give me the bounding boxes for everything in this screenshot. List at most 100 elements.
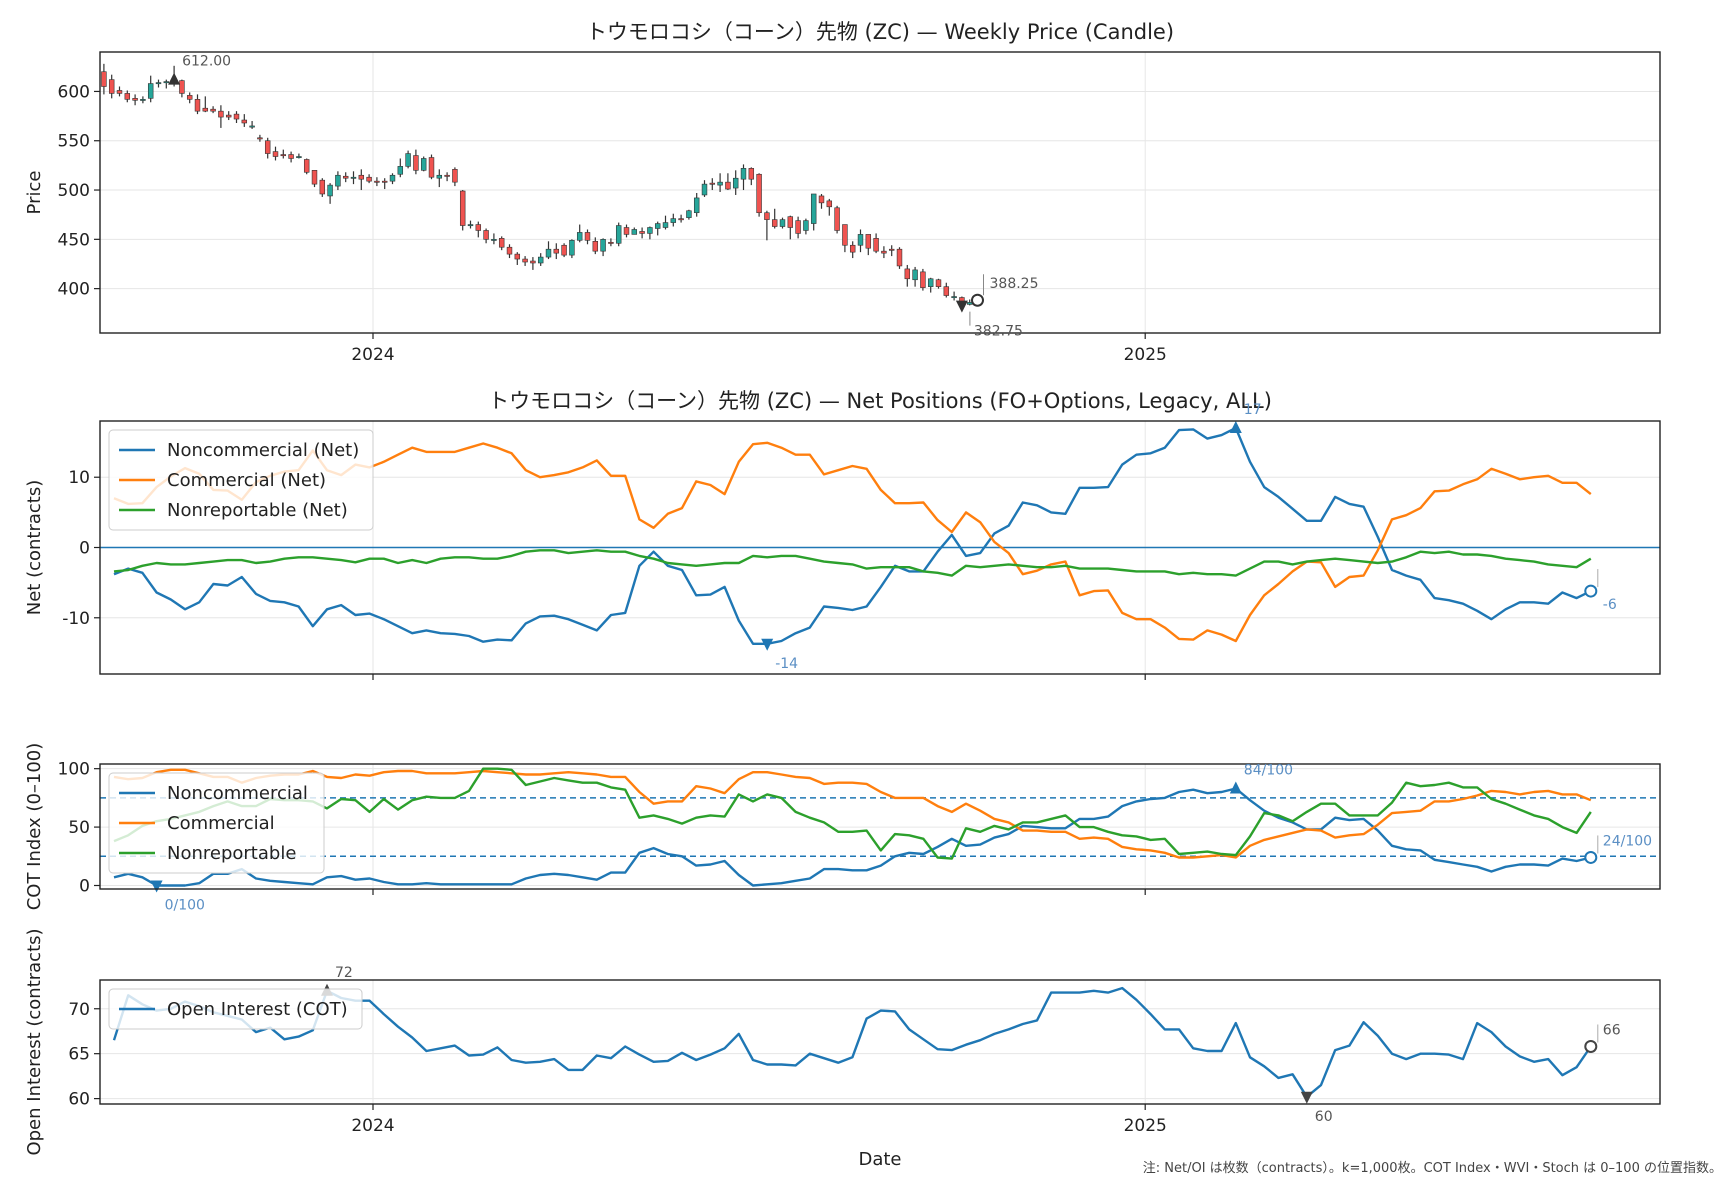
candle-body [865,234,872,249]
candle-body [350,176,357,179]
legend-box [108,772,325,874]
candle-body [670,218,677,223]
candle-body [108,79,115,94]
candle-body [631,229,638,235]
candle-body [576,232,583,241]
candle-body [506,246,513,255]
candle-body [366,176,372,182]
legend-label: Commercial [167,813,275,834]
max-marker [168,72,181,85]
candle-body [787,216,794,228]
candle-body [943,286,950,296]
x-tick-label: 2025 [1124,1116,1167,1136]
candle-body [623,227,630,235]
candle-body [834,207,840,231]
candle-body [428,157,435,178]
y-tick-label: -10 [62,609,90,629]
annotation-label: 72 [335,965,353,981]
candle-body [795,220,801,234]
candle-body [857,234,864,246]
candle-body [444,174,450,177]
y-tick-label: 400 [58,280,90,300]
y-axis-label: Net (contracts) [24,480,45,616]
candle-body [803,220,809,231]
annotation-label: 60 [1315,1109,1333,1125]
series-line-2 [113,767,1592,860]
candle-body [873,238,879,252]
candle-body [608,241,614,244]
min-marker [761,638,774,651]
candle-body [101,71,107,87]
candle-body [288,154,294,159]
annotation-label: 0/100 [165,897,205,913]
candle-body [179,80,185,94]
y-tick-label: 550 [58,132,90,152]
series-line-0 [113,787,1592,887]
candle-body [241,119,248,124]
last-marker [971,293,984,307]
candle-body [413,155,419,171]
candle-body [374,180,380,183]
candle-body [826,200,833,208]
last-marker [1584,1039,1598,1053]
y-axis-label: Price [24,171,45,215]
candle-body [186,95,193,100]
candle-body [662,222,669,228]
candle-body [522,258,528,263]
max-marker [1229,421,1242,434]
y-tick-label: 70 [68,1000,90,1020]
min-marker [1300,1091,1313,1104]
chart-title: トウモロコシ（コーン）先物 (ZC) — Weekly Price (Candl… [586,20,1174,44]
y-tick-label: 450 [58,230,90,250]
candle-body [257,137,263,140]
y-tick-label: 0 [79,876,90,896]
candle-body [771,219,778,227]
candle-body [951,296,957,299]
candle-body [202,107,209,112]
candle-body [647,227,653,234]
annotation-label: 66 [1603,1022,1621,1038]
y-axis-label: Open Interest (contracts) [24,928,45,1155]
candle-body [584,232,591,241]
candle-body [452,169,458,183]
annotation-label: -6 [1603,597,1617,613]
candle-body [764,212,770,220]
candle-body [475,224,482,231]
legend-label: Noncommercial (Net) [167,440,359,461]
y-tick-label: 60 [68,1090,90,1110]
footnote: 注: Net/OI は枚数（contracts）。k=1,000枚。COT In… [1143,1161,1722,1176]
y-tick-label: 65 [68,1045,90,1065]
min-marker [955,300,968,313]
candle-body [818,195,825,204]
candle-body [639,231,645,234]
annotation-label: -14 [775,656,798,672]
last-marker [1584,850,1598,864]
candle-body [491,239,497,241]
candle-body [514,253,521,260]
candle-body [904,268,911,280]
candle-body [600,239,606,252]
candle-body [537,256,544,264]
candle-body [717,181,723,186]
candle-body [498,238,505,248]
legend-box [108,429,374,531]
candle-body [530,260,536,264]
x-tick-label: 2024 [351,1116,394,1136]
last-marker [1584,584,1598,598]
candle-body [927,278,934,287]
candle-body [779,219,786,227]
candle-body [842,224,848,246]
candle-body [709,182,716,185]
y-axis-label: COT Index (0–100) [24,743,45,911]
x-axis-label: Date [858,1149,901,1170]
plot-frame [99,979,1661,1105]
y-tick-label: 10 [68,468,90,488]
candle-body [732,177,739,189]
y-tick-label: 600 [58,82,90,102]
candle-body [389,174,396,182]
candle-body [569,240,575,256]
annotation-label: 24/100 [1603,833,1652,849]
candle-body [272,151,279,157]
candle-body [810,193,817,224]
